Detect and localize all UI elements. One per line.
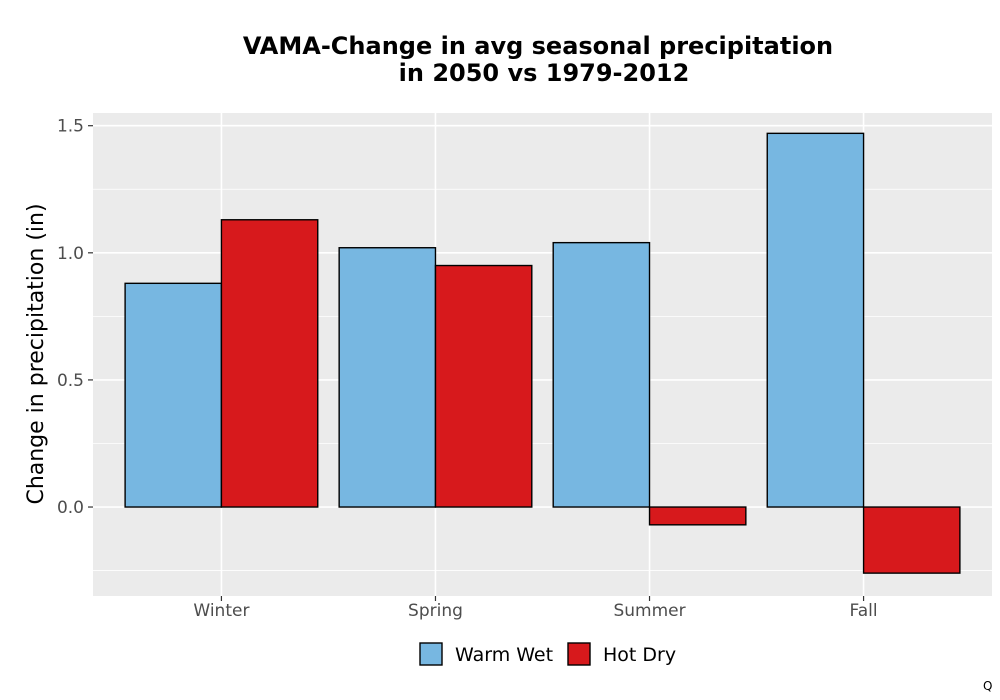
x-tick-label: Winter [193, 601, 249, 621]
y-axis-label: Change in precipitation (in) [24, 203, 49, 504]
bar-hot-dry-spring [434, 264, 533, 508]
legend: Warm Wet Hot Dry [419, 642, 676, 666]
legend-label: Hot Dry [603, 644, 676, 666]
bar-hot-dry-winter [220, 219, 319, 508]
bar-hot-dry-summer [648, 506, 747, 526]
corner-mark: Q [983, 679, 992, 693]
x-tick-label: Summer [613, 601, 685, 621]
x-tick-label: Spring [408, 601, 463, 621]
x-axis: Winter Spring Summer Fall [193, 596, 878, 621]
bars [124, 132, 961, 574]
bar-warm-wet-fall [766, 132, 865, 508]
chart-subtitle: in 2050 vs 1979-2012 [399, 59, 690, 87]
legend-label: Warm Wet [455, 644, 553, 666]
bar-warm-wet-summer [552, 241, 651, 508]
y-tick-label: 1.5 [57, 117, 84, 137]
legend-key-warm-wet [419, 642, 443, 666]
x-tick-label: Fall [850, 601, 878, 621]
legend-key-hot-dry [567, 642, 591, 666]
y-axis: 0.0 0.5 1.0 1.5 [57, 117, 93, 518]
bar-hot-dry-fall [862, 506, 961, 574]
y-tick-label: 0.0 [57, 498, 84, 518]
y-tick-label: 1.0 [57, 244, 84, 264]
y-tick-label: 0.5 [57, 371, 84, 391]
bar-warm-wet-winter [124, 282, 223, 508]
chart-title: VAMA-Change in avg seasonal precipitatio… [243, 32, 833, 60]
bar-warm-wet-spring [338, 247, 437, 508]
